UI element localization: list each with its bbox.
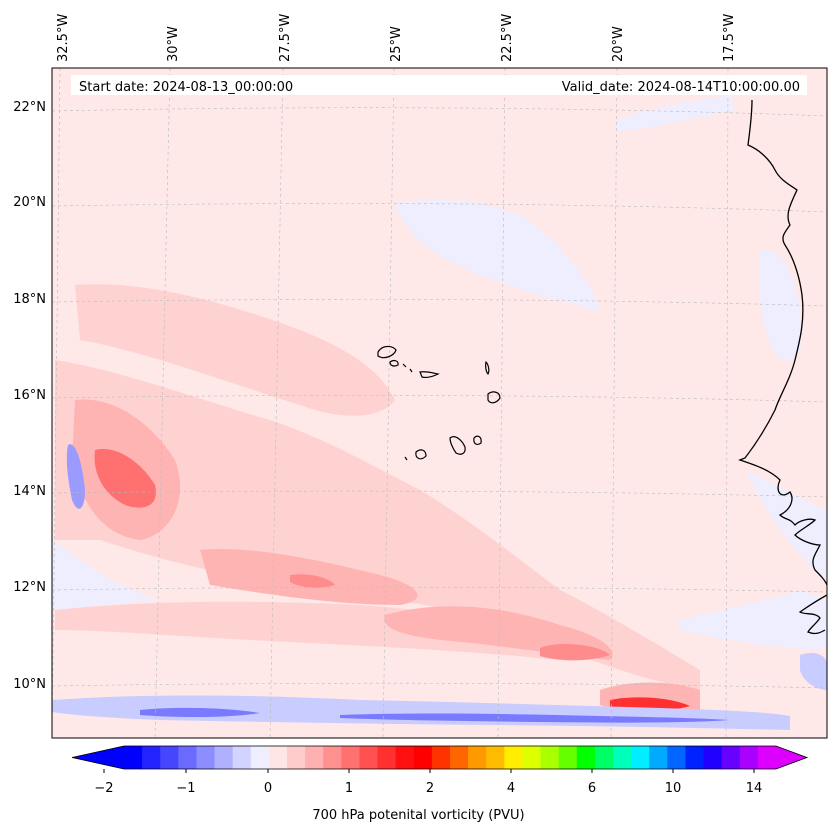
lat-label: 20°N	[13, 195, 46, 210]
colorbar-swatch	[522, 746, 542, 769]
colorbar-swatch	[232, 746, 252, 769]
valid-date-text: Valid_date: 2024-08-14T10:00:00.00	[562, 80, 800, 95]
africa-coastline	[738, 99, 827, 586]
colorbar-tick-label: 0	[264, 781, 272, 796]
colorbar-swatch	[739, 746, 759, 769]
pink-plume-upper	[75, 284, 395, 416]
colorbar-tick-label: 1	[345, 781, 353, 796]
lat-label: 18°N	[13, 292, 46, 307]
colorbar-swatch	[178, 746, 197, 769]
colorbar-swatch	[305, 746, 324, 769]
lon-label: 27.5°W	[278, 14, 293, 62]
colorbar-swatch	[160, 746, 179, 769]
colorbar-swatch	[757, 746, 777, 769]
lon-label: 20°W	[611, 26, 626, 62]
info-bar	[71, 75, 807, 95]
map-panel	[52, 68, 827, 738]
start-date-text: Start date: 2024-08-13_00:00:00	[79, 80, 293, 95]
colorbar-tick-label: 2	[426, 781, 434, 796]
colorbar-swatch	[558, 746, 578, 769]
colorbar-swatch	[431, 746, 451, 769]
colorbar-tick-label: 10	[665, 781, 682, 796]
pink-plume-band	[55, 360, 700, 690]
red-core-west	[94, 449, 156, 508]
colorbar-tick-label: 6	[588, 781, 596, 796]
blue-core-south-east	[340, 713, 730, 723]
blue-core-east-edge	[800, 653, 827, 690]
colorbar-swatch	[594, 746, 614, 769]
lat-label: 10°N	[13, 677, 46, 692]
colorbar-swatch	[486, 746, 505, 769]
colorbar-ticks: −2 −1 0 1 2 4 6 10 14	[94, 781, 762, 796]
blue-patch-north	[395, 199, 600, 310]
colorbar-swatch	[576, 746, 596, 769]
graticule	[52, 68, 827, 738]
blue-core-south-west	[140, 707, 260, 718]
colorbar-swatch	[450, 746, 469, 769]
colorbar-swatch	[685, 746, 705, 769]
colorbar-swatch	[703, 746, 723, 769]
colorbar-swatch	[395, 746, 415, 769]
red-core-mid	[290, 574, 335, 588]
cape-verde-islands	[377, 345, 501, 461]
blue-patch-east	[760, 249, 801, 361]
colorbar-swatch	[142, 746, 161, 769]
colorbar-swatch	[359, 746, 379, 769]
colorbar-tick-label: 14	[746, 781, 763, 796]
colorbar-swatch	[323, 746, 342, 769]
colorbar-tick-label: 4	[507, 781, 515, 796]
colorbar-swatch	[721, 746, 741, 769]
colorbar-tick-label: −2	[94, 781, 113, 796]
colorbar-swatch	[413, 746, 433, 769]
lon-label: 22.5°W	[500, 14, 515, 62]
red-core-south	[540, 644, 610, 661]
colorbar-swatch	[613, 746, 632, 769]
colorbar-swatch	[196, 746, 216, 769]
colorbar-swatch	[341, 746, 360, 769]
colorbar-swatch	[287, 746, 306, 769]
colorbar-swatch	[504, 746, 523, 769]
lon-label: 30°W	[166, 26, 181, 62]
lat-label: 22°N	[13, 100, 46, 115]
colorbar-swatch	[250, 746, 270, 769]
blue-patch-coast	[745, 470, 827, 580]
colorbar-swatch	[268, 746, 288, 769]
colorbar-swatch	[377, 746, 397, 769]
longitude-labels: 32.5°W 30°W 27.5°W 25°W 22.5°W 20°W 17.5…	[56, 14, 737, 62]
colorbar	[71, 745, 809, 773]
lon-label: 17.5°W	[722, 14, 737, 62]
lon-label: 32.5°W	[56, 14, 71, 62]
lat-label: 16°N	[13, 388, 46, 403]
colorbar-tick-label: −1	[176, 781, 195, 796]
colorbar-swatch	[540, 746, 560, 769]
colorbar-swatch	[649, 746, 668, 769]
colorbar-extend-min	[72, 746, 124, 769]
lon-label: 25°W	[389, 26, 404, 62]
lat-label: 12°N	[13, 580, 46, 595]
colorbar-extend-max	[776, 746, 807, 769]
blue-patch-west	[52, 540, 160, 610]
map-frame	[51, 67, 828, 739]
blue-patch-se	[680, 590, 827, 650]
colorbar-swatch	[214, 746, 234, 769]
colorbar-swatch	[124, 746, 143, 769]
colorbar-outline	[71, 745, 809, 770]
africa-coast-south	[798, 594, 827, 635]
colorbar-swatch	[667, 746, 686, 769]
colorbar-title: 700 hPa potenital vorticity (PVU)	[312, 808, 525, 823]
blue-patch-top	[615, 95, 735, 132]
colorbar-swatch	[631, 746, 650, 769]
latitude-labels: 22°N 20°N 18°N 16°N 14°N 12°N 10°N	[13, 100, 46, 692]
lat-label: 14°N	[13, 484, 46, 499]
colorbar-swatch	[468, 746, 487, 769]
